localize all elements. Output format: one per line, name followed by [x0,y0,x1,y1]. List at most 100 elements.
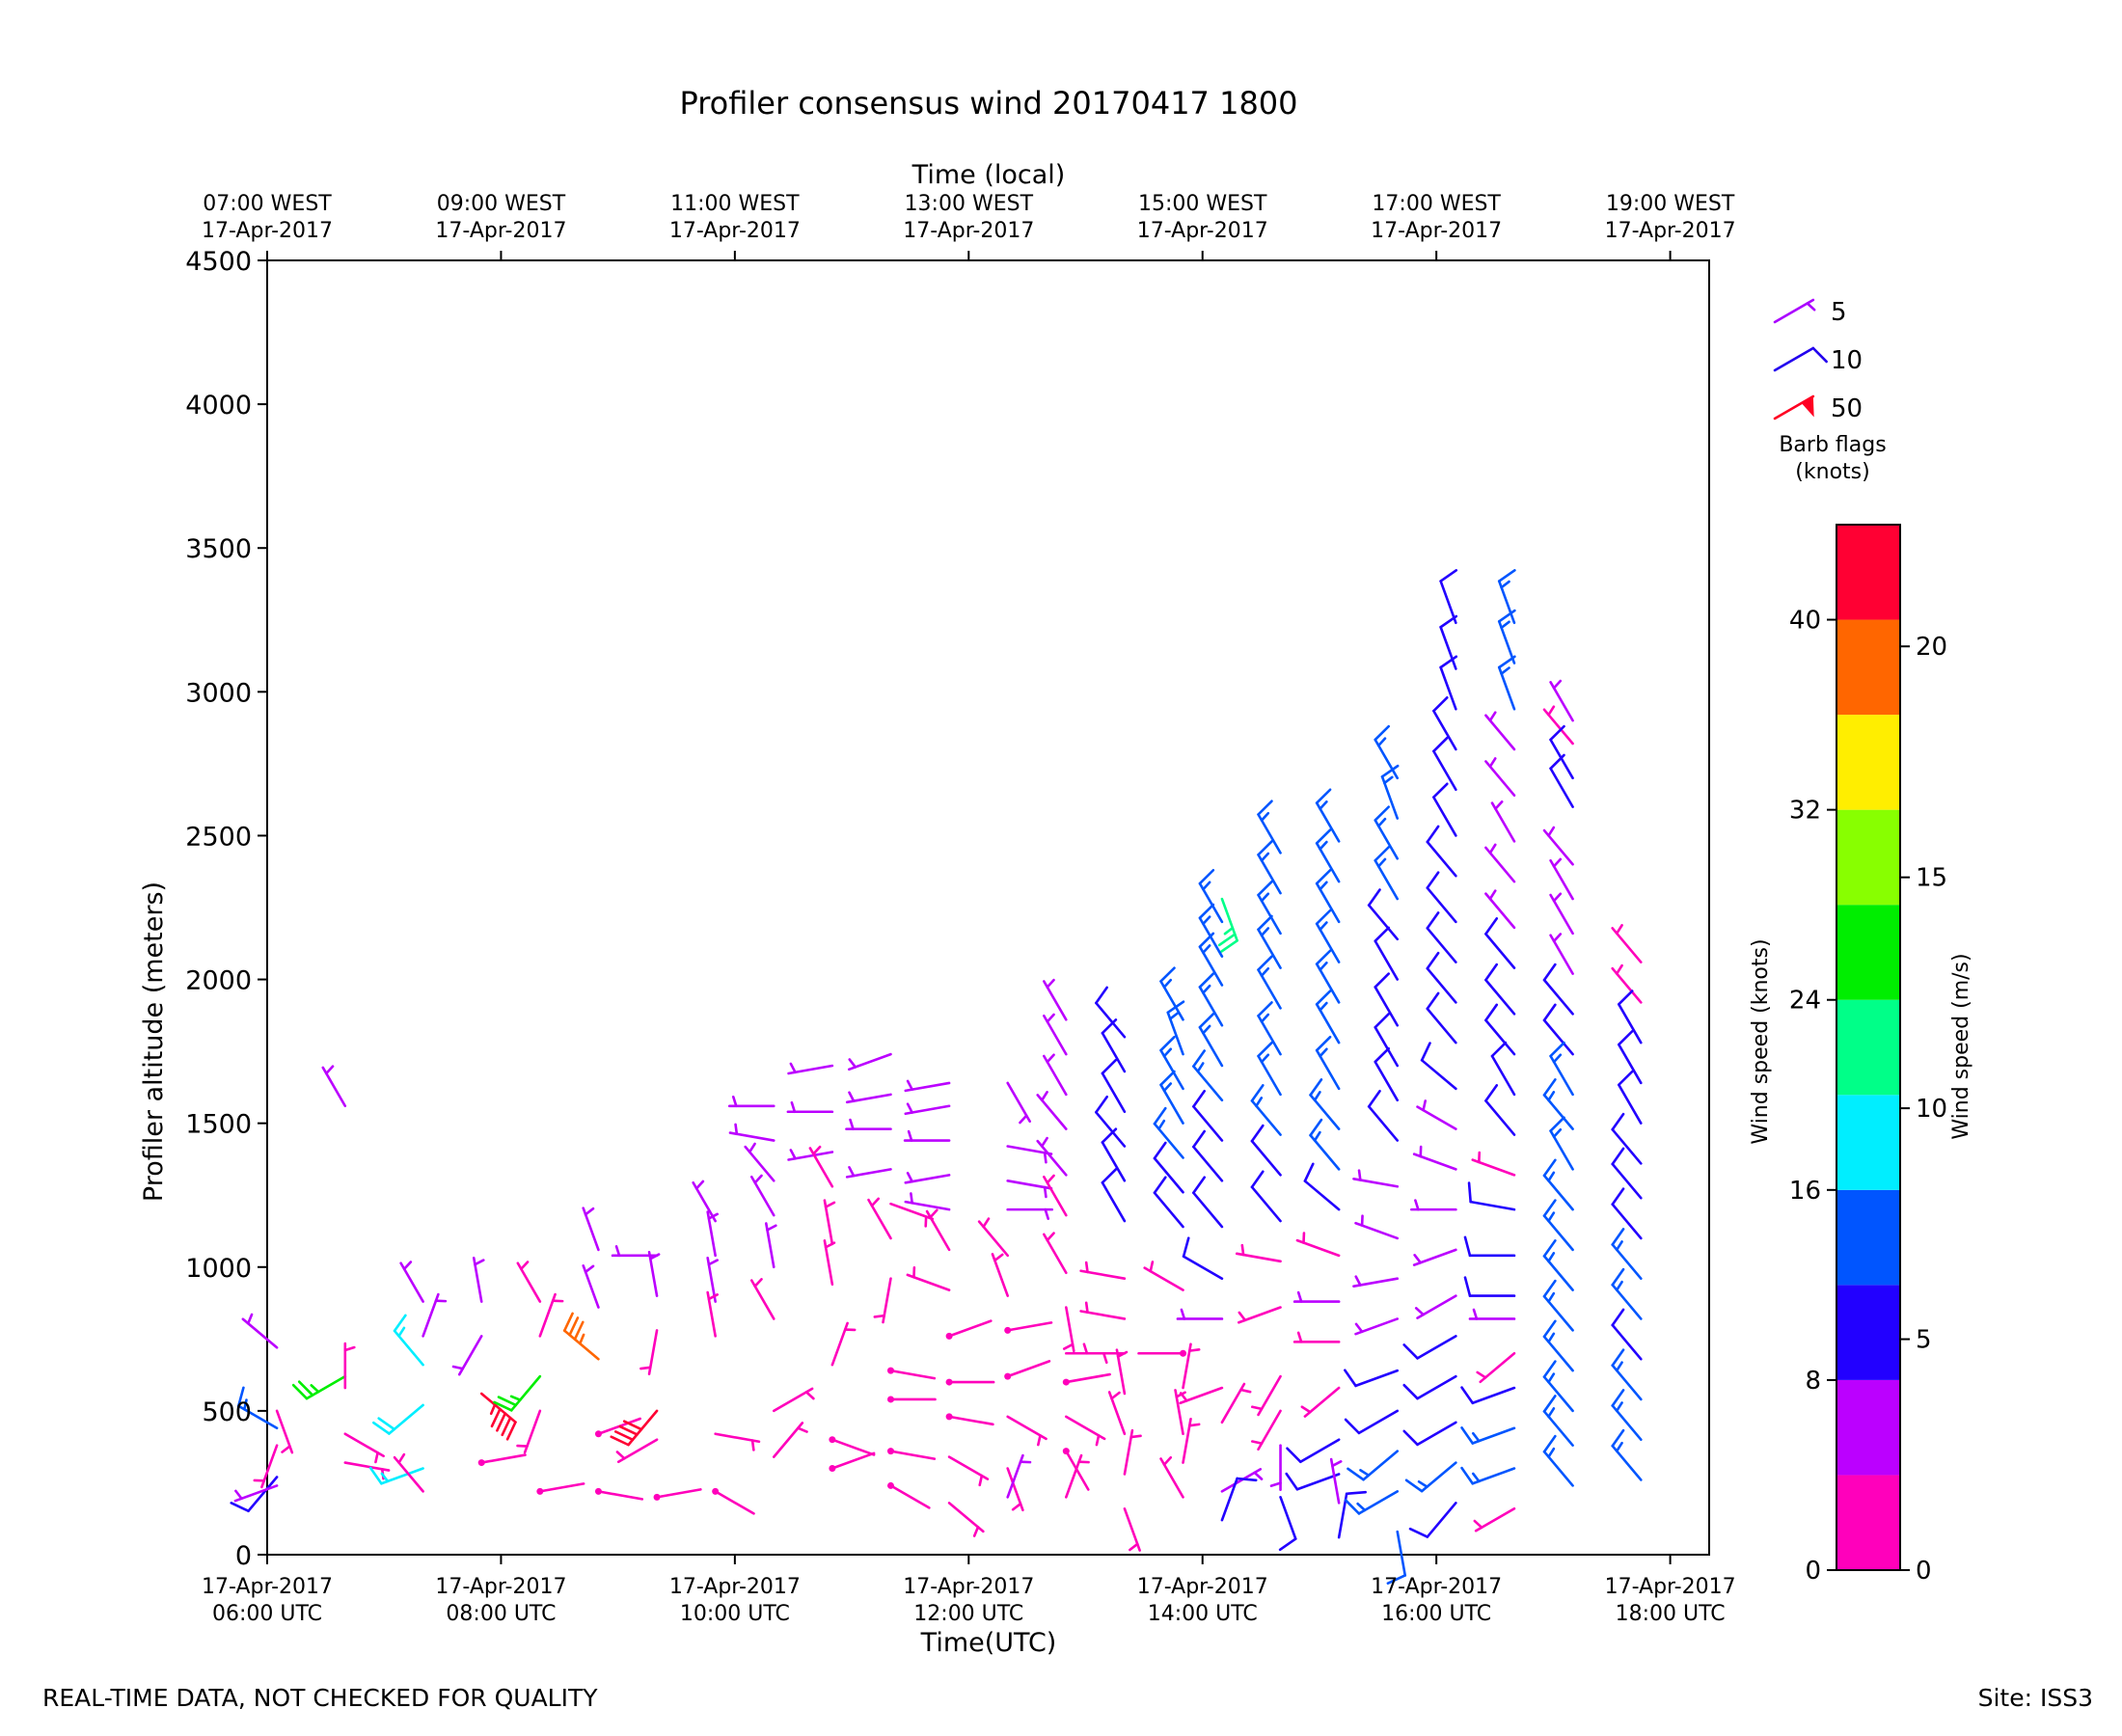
wind-barb [1344,1369,1400,1388]
wind-barb [1004,1321,1053,1334]
wind-barb [727,1095,775,1108]
wind-barb [399,1261,424,1303]
top-x-tick-label-date: 17-Apr-2017 [1137,219,1268,243]
wind-barb [1460,1466,1516,1485]
wind-barb [343,1432,385,1464]
wind-barb [1062,1306,1075,1353]
wind-barb [1367,1089,1400,1142]
wind-barb [1251,1374,1282,1417]
barb-legend-caption-line2: (knots) [1795,460,1869,484]
colorbar-frame [1836,524,1901,1571]
wind-barb [1611,1112,1643,1165]
wind-barb [1439,614,1458,670]
wind-barb [1315,909,1341,963]
plot-area [266,259,1710,1556]
wind-barb [904,1079,951,1093]
wind-barb [1198,932,1224,987]
wind-barb [1542,826,1574,866]
wind-barb [945,1378,995,1386]
wind-barb [1542,1279,1574,1332]
x-tick-label-time: 16:00 UTC [1381,1602,1491,1626]
wind-barb [823,1199,836,1246]
wind-barb [889,1202,935,1228]
wind-barb [1295,1232,1341,1258]
wind-barb [1159,1070,1184,1125]
wind-barb [845,1166,892,1179]
top-x-tick-label-time: 13:00 WEST [905,192,1034,216]
top-x-tick-label-time: 15:00 WEST [1138,192,1267,216]
wind-barb [393,1452,424,1493]
x-tick-label-date: 17-Apr-2017 [903,1575,1034,1599]
wind-barb [1497,609,1516,665]
wind-barb [275,1409,294,1454]
wind-barb [1484,843,1516,883]
y-tick-label: 3000 [185,678,252,708]
wind-barb [1463,1276,1516,1297]
wind-barb [873,1277,892,1324]
wind-barb [1192,1089,1224,1142]
wind-barb [1542,1319,1574,1372]
wind-barb [1006,1081,1032,1125]
wind-barb [706,1290,720,1338]
wind-barb [1374,1013,1400,1068]
chart-title: Profiler consensus wind 20170417 1800 [679,85,1297,122]
wind-barb [1542,1239,1574,1291]
wind-barb [1238,1306,1282,1324]
wind-barb [886,1481,931,1509]
wind-barb [1257,955,1282,1010]
wind-barb [1344,1490,1400,1515]
wind-barb [1006,1207,1054,1220]
wind-barb [1374,926,1400,981]
wind-barb [516,1261,542,1303]
wind-barb [1303,1162,1341,1211]
wind-barb [1192,1176,1224,1229]
wind-barb [1460,1386,1516,1405]
x-tick-label-time: 14:00 UTC [1148,1602,1258,1626]
wind-barb [1476,1351,1516,1384]
wind-barb [1153,1106,1184,1159]
wind-barb [321,1065,347,1108]
wind-barb [1412,1145,1457,1171]
wind-barb [1123,1428,1142,1476]
wind-barb [1426,991,1457,1044]
wind-barb [368,1466,424,1485]
y-tick-label: 1000 [185,1254,252,1284]
wind-barb [1542,1078,1574,1130]
wind-barb [1549,1116,1574,1171]
wind-barb [1549,933,1574,975]
top-x-tick-label-time: 09:00 WEST [437,192,566,216]
wind-barb [639,1329,659,1375]
wind-barb [1292,1331,1341,1343]
wind-barb [236,1386,279,1430]
wind-barb [1006,1467,1024,1512]
colorbar-bin [1836,905,1900,1000]
barb-legend-symbol [1773,394,1815,420]
colorbar-bin [1836,619,1900,716]
wind-barb [1542,1199,1574,1252]
wind-barb [1374,846,1400,901]
wind-barb [1468,1308,1516,1320]
wind-barb [653,1488,702,1501]
wind-barb [1611,963,1643,1004]
wind-barb [582,1207,600,1252]
x-tick-label-date: 17-Apr-2017 [435,1575,566,1599]
wind-barb [1463,1235,1516,1258]
colorbar-tick-label-ms: 0 [1916,1557,1932,1586]
wind-barb [1549,892,1574,936]
top-x-tick-label-time: 17:00 WEST [1372,192,1501,216]
barb-legend-symbol [1773,298,1816,324]
wind-barb [1250,1084,1282,1136]
wind-barb [1250,1124,1282,1177]
top-x-tick-label-date: 17-Apr-2017 [903,219,1034,243]
barb-legend: 5 10 50 [1773,298,1863,423]
wind-barb [1439,569,1458,625]
wind-barb [904,1192,951,1211]
wind-barb [749,1174,775,1217]
x-tick-label-time: 18:00 UTC [1616,1602,1726,1626]
wind-barb [1426,871,1457,924]
wind-barb [477,1453,527,1467]
wind-barb [1006,1415,1047,1447]
colorbar-bin [1836,1285,1900,1380]
wind-barb [1006,1180,1053,1199]
